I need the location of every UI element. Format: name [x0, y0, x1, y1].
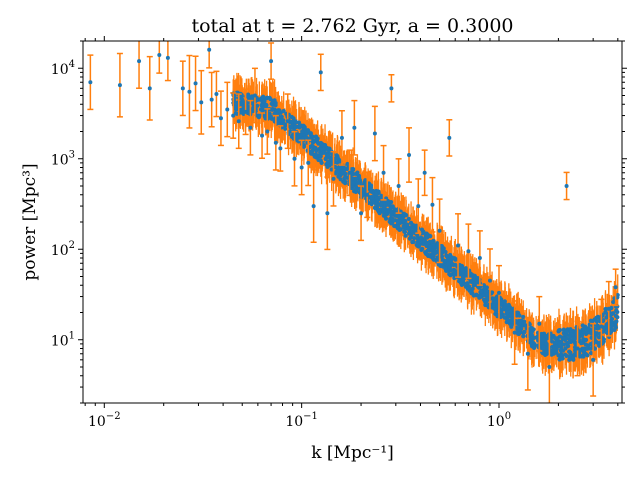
chart-title: total at t = 2.762 Gyr, a = 0.3000	[191, 15, 513, 37]
data-point	[422, 170, 427, 175]
data-point	[260, 133, 265, 138]
data-point	[606, 306, 611, 311]
data-point	[447, 135, 452, 140]
data-point	[299, 165, 304, 170]
data-point	[396, 183, 401, 188]
data-point	[225, 107, 230, 112]
data-point	[575, 346, 580, 351]
data-point	[243, 109, 248, 114]
data-point	[292, 156, 297, 161]
data-point	[147, 86, 152, 91]
data-point	[207, 47, 212, 52]
data-point	[359, 211, 364, 216]
data-point	[180, 86, 185, 91]
data-point	[214, 91, 219, 96]
data-point	[265, 129, 270, 134]
data-point	[339, 135, 344, 140]
data-point	[187, 89, 192, 94]
data-point	[372, 131, 377, 136]
data-point	[311, 204, 316, 209]
data-point	[416, 204, 421, 209]
data-point	[137, 59, 142, 64]
data-point	[269, 59, 274, 64]
data-point	[252, 93, 257, 98]
data-point	[599, 324, 604, 329]
data-point	[165, 55, 170, 60]
data-point	[547, 364, 552, 369]
tick-label: 10−1	[285, 411, 318, 430]
data-point	[466, 249, 471, 254]
data-point	[352, 125, 357, 130]
data-points	[87, 41, 619, 403]
tick-label: 103	[51, 150, 75, 169]
tick-label: 10−2	[88, 411, 121, 430]
data-point	[199, 100, 204, 105]
tick-label: 104	[51, 59, 75, 78]
data-point	[512, 330, 517, 335]
tick-label: 101	[51, 331, 75, 350]
tick-label: 100	[487, 411, 511, 430]
data-point	[613, 285, 618, 290]
data-point	[325, 211, 330, 216]
data-point	[318, 70, 323, 75]
data-point	[525, 351, 530, 356]
data-point	[331, 176, 336, 181]
data-point	[537, 321, 542, 326]
data-point	[347, 170, 352, 175]
data-point	[236, 119, 241, 124]
data-point	[157, 53, 162, 58]
data-point	[231, 113, 236, 118]
data-point	[591, 357, 596, 362]
data-point	[218, 116, 223, 121]
axis-ticks: 10−2 10−1 100 101 102 103 104	[51, 36, 627, 430]
data-point	[430, 202, 435, 207]
data-point	[456, 243, 461, 248]
plot-body	[87, 41, 620, 403]
data-point	[497, 290, 502, 295]
y-axis-label: power [Mpc³]	[20, 163, 40, 280]
data-point	[285, 119, 290, 124]
data-point	[407, 152, 412, 157]
data-point	[437, 228, 442, 233]
data-point	[88, 80, 93, 85]
data-point	[487, 278, 492, 283]
data-point	[209, 97, 214, 102]
x-axis-label: k [Mpc⁻¹]	[311, 443, 394, 463]
data-point	[193, 81, 198, 86]
data-point	[117, 83, 122, 88]
data-point	[365, 192, 370, 197]
data-point	[278, 146, 283, 151]
data-point	[306, 160, 311, 165]
tick-label: 102	[51, 240, 75, 259]
data-point	[564, 183, 569, 188]
data-point	[389, 86, 394, 91]
data-point	[248, 125, 253, 130]
data-point	[477, 256, 482, 261]
data-point	[273, 140, 278, 145]
data-point	[381, 170, 386, 175]
